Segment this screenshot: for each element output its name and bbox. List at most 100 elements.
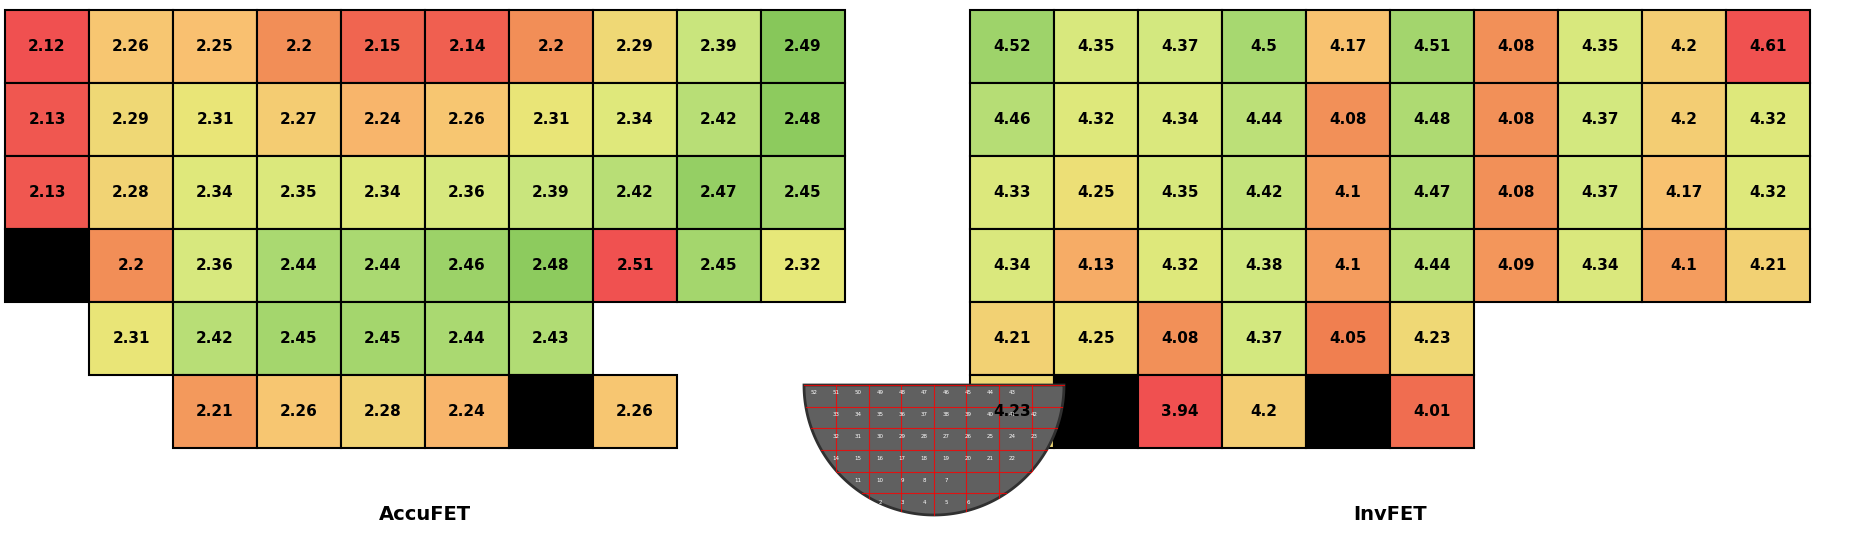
- Bar: [760, 83, 844, 156]
- Text: 2.35: 2.35: [280, 185, 318, 200]
- Text: 22: 22: [1009, 456, 1016, 462]
- Text: 7: 7: [943, 478, 947, 484]
- Bar: [1138, 83, 1222, 156]
- Text: 2.45: 2.45: [785, 185, 822, 200]
- Text: 4.34: 4.34: [994, 258, 1031, 273]
- Text: 4.21: 4.21: [994, 331, 1031, 346]
- Text: 46: 46: [943, 391, 949, 395]
- Text: 4.5: 4.5: [1250, 39, 1278, 54]
- Text: 4.35: 4.35: [1162, 185, 1199, 200]
- Text: 2.44: 2.44: [280, 258, 318, 273]
- Bar: [1054, 229, 1138, 302]
- Bar: [1558, 83, 1642, 156]
- Bar: [1054, 10, 1138, 83]
- Text: 2.26: 2.26: [448, 112, 486, 127]
- Text: 47: 47: [921, 391, 928, 395]
- Bar: [1390, 83, 1474, 156]
- Text: 4.23: 4.23: [994, 404, 1031, 419]
- Text: 2.2: 2.2: [538, 39, 564, 54]
- Text: 19: 19: [943, 456, 949, 462]
- Bar: [1474, 229, 1558, 302]
- Text: 2.34: 2.34: [616, 112, 654, 127]
- Text: 2.29: 2.29: [616, 39, 654, 54]
- Text: 37: 37: [921, 412, 928, 417]
- Text: 4.33: 4.33: [994, 185, 1031, 200]
- Bar: [6, 10, 90, 83]
- Text: 43: 43: [1009, 391, 1016, 395]
- Text: 2.51: 2.51: [616, 258, 654, 273]
- Text: 4.08: 4.08: [1162, 331, 1199, 346]
- Bar: [1726, 83, 1810, 156]
- Bar: [1474, 10, 1558, 83]
- Text: 4.42: 4.42: [1246, 185, 1283, 200]
- Bar: [592, 229, 676, 302]
- Bar: [592, 10, 676, 83]
- Text: 8: 8: [923, 478, 927, 484]
- Text: 4.37: 4.37: [1246, 331, 1283, 346]
- Bar: [1222, 83, 1306, 156]
- Bar: [1306, 83, 1390, 156]
- Text: 2.13: 2.13: [28, 112, 65, 127]
- Text: 4.08: 4.08: [1498, 185, 1535, 200]
- Text: 9: 9: [900, 478, 904, 484]
- Text: 4.25: 4.25: [1078, 331, 1115, 346]
- Bar: [1390, 302, 1474, 375]
- Bar: [508, 229, 592, 302]
- Text: 4.08: 4.08: [1498, 112, 1535, 127]
- Text: 2.49: 2.49: [785, 39, 822, 54]
- Text: InvFET: InvFET: [1352, 506, 1427, 524]
- Text: 2.39: 2.39: [532, 185, 570, 200]
- Bar: [1222, 10, 1306, 83]
- Bar: [1306, 302, 1390, 375]
- Bar: [592, 156, 676, 229]
- Text: 2.36: 2.36: [448, 185, 486, 200]
- Text: 51: 51: [833, 391, 839, 395]
- Bar: [1138, 302, 1222, 375]
- Text: 4.2: 4.2: [1670, 39, 1698, 54]
- Text: 2.31: 2.31: [112, 331, 149, 346]
- Bar: [6, 83, 90, 156]
- Text: 2.47: 2.47: [700, 185, 738, 200]
- Text: 2.29: 2.29: [112, 112, 149, 127]
- Bar: [1390, 156, 1474, 229]
- Bar: [508, 302, 592, 375]
- Text: 40: 40: [986, 412, 994, 417]
- Text: 35: 35: [876, 412, 884, 417]
- Text: 4.23: 4.23: [1414, 331, 1451, 346]
- Text: 41: 41: [1009, 412, 1016, 417]
- Bar: [174, 229, 258, 302]
- Bar: [1726, 10, 1810, 83]
- Text: 16: 16: [876, 456, 884, 462]
- Text: 20: 20: [964, 456, 971, 462]
- Bar: [1138, 156, 1222, 229]
- Bar: [969, 229, 1054, 302]
- Text: 18: 18: [921, 456, 928, 462]
- Text: 2.21: 2.21: [196, 404, 234, 419]
- Text: 4.2: 4.2: [1250, 404, 1278, 419]
- Text: 4.2: 4.2: [1670, 112, 1698, 127]
- Text: 4: 4: [923, 501, 927, 506]
- Text: 12: 12: [833, 478, 839, 484]
- Bar: [592, 83, 676, 156]
- Bar: [969, 83, 1054, 156]
- Text: 4.25: 4.25: [1078, 185, 1115, 200]
- Bar: [426, 83, 508, 156]
- Text: 2.42: 2.42: [196, 331, 234, 346]
- Text: 4.34: 4.34: [1162, 112, 1199, 127]
- Text: 4.1: 4.1: [1334, 258, 1362, 273]
- Bar: [508, 83, 592, 156]
- Text: 4.38: 4.38: [1246, 258, 1283, 273]
- Text: 4.51: 4.51: [1414, 39, 1451, 54]
- Text: 2.39: 2.39: [700, 39, 738, 54]
- Text: 2.45: 2.45: [280, 331, 318, 346]
- Bar: [1054, 375, 1138, 448]
- Bar: [760, 10, 844, 83]
- Bar: [1474, 156, 1558, 229]
- Bar: [1642, 229, 1726, 302]
- Bar: [90, 156, 174, 229]
- Text: 2.28: 2.28: [364, 404, 402, 419]
- Text: 1: 1: [856, 501, 859, 506]
- Bar: [90, 83, 174, 156]
- Text: 2.24: 2.24: [448, 404, 486, 419]
- Bar: [1558, 229, 1642, 302]
